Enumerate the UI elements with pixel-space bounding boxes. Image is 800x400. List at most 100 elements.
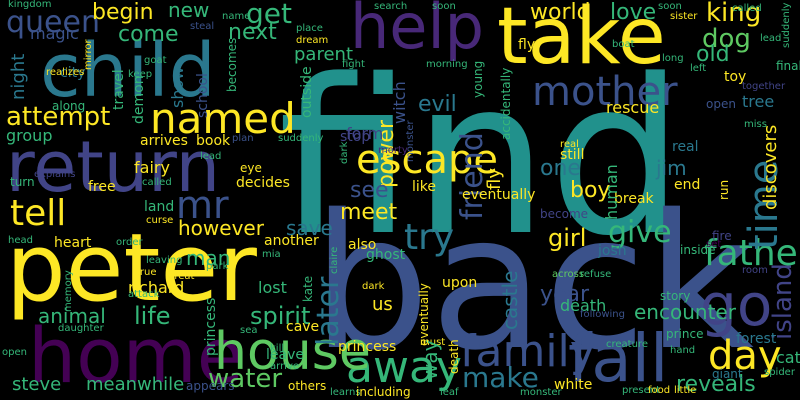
- word-like: eventually: [462, 187, 536, 203]
- word-back: back: [312, 174, 755, 391]
- word-travel: outside: [299, 66, 315, 118]
- word-castle: castle: [498, 270, 522, 330]
- word-long: miss: [744, 119, 767, 130]
- word-break: josh: [598, 243, 627, 259]
- word-return: return: [6, 126, 221, 208]
- word-sister: left: [690, 63, 707, 74]
- word-upon: run: [717, 179, 731, 200]
- word-name: sister: [670, 11, 698, 22]
- word-run: break: [614, 191, 654, 207]
- word-save: save: [286, 216, 333, 240]
- word-kill: curse: [146, 215, 174, 226]
- word-boy: boy: [570, 178, 611, 203]
- word-king: king: [706, 0, 762, 28]
- word-cat: cat: [776, 348, 800, 367]
- word-memory: spider: [764, 367, 795, 378]
- word-time: get: [246, 0, 292, 30]
- word-place: name: [222, 11, 251, 22]
- word-story: story: [660, 289, 691, 303]
- word-demon: travel: [111, 69, 127, 110]
- word-however: however: [178, 216, 264, 240]
- word-attack: lead: [200, 151, 222, 162]
- word-dog: dog: [702, 24, 751, 54]
- word-refuse: following: [580, 309, 625, 320]
- word-attacked: leaf: [440, 387, 459, 398]
- word-stop: appears: [186, 379, 235, 393]
- word-peter: peter: [6, 214, 257, 323]
- word-josh: decides: [236, 175, 290, 191]
- word-along: like: [412, 179, 437, 195]
- word-forest: forest: [736, 331, 777, 347]
- word-behind: keep: [128, 69, 153, 80]
- word-group: witch: [390, 81, 409, 124]
- word-witch: fly: [484, 168, 505, 190]
- word-finally: suddenly: [278, 133, 324, 144]
- word-appears: death: [560, 296, 607, 315]
- word-escape: mr: [176, 183, 229, 227]
- word-steve: steve: [12, 374, 62, 395]
- word-ghost: ghost: [366, 247, 406, 263]
- word-girl: girl: [548, 224, 587, 252]
- word-richard: richard: [128, 278, 185, 297]
- word-jim: jim: [656, 156, 687, 180]
- word-try: day: [708, 333, 782, 379]
- word-chase: room: [742, 265, 768, 276]
- word-later: later: [311, 276, 346, 346]
- word-go: go: [700, 271, 773, 339]
- word-life: life: [134, 302, 171, 330]
- word-claire: dark: [362, 281, 385, 292]
- word-baby: open: [706, 97, 736, 111]
- word-day: escape: [356, 137, 498, 183]
- word-dark: dark: [339, 141, 350, 164]
- word-open: open: [2, 347, 27, 358]
- word-plan: called: [142, 177, 172, 188]
- word-hand: must: [420, 337, 446, 348]
- word-reveals: reveals: [676, 372, 756, 397]
- word-including: arrive: [270, 361, 300, 372]
- word-toy: fairy: [134, 158, 170, 177]
- word-come: come: [118, 22, 179, 47]
- word-mother: mother: [532, 69, 678, 115]
- word-head: giant: [712, 367, 743, 381]
- word-princess: princess: [203, 297, 219, 356]
- word-using: becomes: [225, 37, 239, 92]
- word-city: city: [60, 65, 86, 81]
- word-child: child: [40, 28, 216, 114]
- word-lead: lead: [760, 33, 782, 44]
- word-end: end: [674, 177, 701, 193]
- word-spell: others: [288, 379, 327, 393]
- word-help: help: [350, 0, 485, 63]
- word-love: love: [610, 0, 657, 25]
- word-little: present: [622, 385, 661, 396]
- word-leaving: plan: [232, 133, 254, 144]
- word-realizes: demon: [131, 75, 147, 124]
- word-free: stop: [340, 129, 371, 145]
- word-home: home: [28, 311, 244, 400]
- word-magic: show: [168, 66, 187, 108]
- word-discovers: discovers: [760, 124, 781, 210]
- word-fight: morning: [426, 59, 468, 70]
- word-leaf: real: [672, 139, 699, 155]
- word-give: give: [608, 215, 672, 250]
- word-form: form: [346, 124, 384, 143]
- word-accidentally: kingdom: [8, 0, 52, 10]
- word-daughter: head: [8, 235, 33, 246]
- word-mia: mia: [262, 249, 281, 260]
- word-world: world: [530, 0, 591, 25]
- word-spirit: spirit: [250, 302, 311, 330]
- word-new: new: [168, 0, 210, 22]
- word-curse: attack: [128, 289, 160, 300]
- word-tree: tree: [742, 92, 775, 111]
- word-also: also: [348, 237, 377, 253]
- word-book: book: [196, 133, 231, 149]
- word-soon: soon: [658, 1, 682, 12]
- word-others: sea: [240, 325, 258, 336]
- word-white: white: [554, 377, 593, 393]
- word-great: eye: [240, 161, 262, 175]
- word-true: true: [136, 267, 157, 278]
- word-school: school: [195, 73, 211, 118]
- word-us: us: [372, 294, 393, 315]
- word-parent: parent: [294, 44, 354, 65]
- word-mirror: realizes: [46, 67, 85, 78]
- word-learns: kill: [270, 343, 285, 354]
